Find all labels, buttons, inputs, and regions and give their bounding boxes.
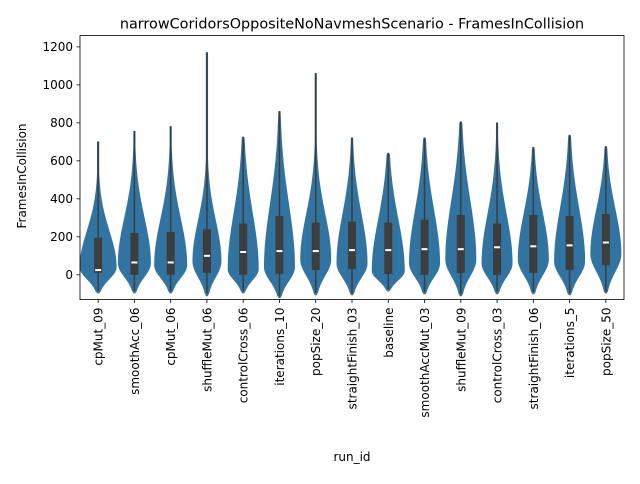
chart-title: narrowCoridorsOppositeNoNavmeshScenario … xyxy=(120,17,584,33)
x-tick-label: shuffleMut_09 xyxy=(454,308,468,392)
violin-median xyxy=(494,246,501,249)
violin-iqr-box xyxy=(202,229,211,273)
violin-iqr-box xyxy=(565,215,574,271)
y-tick-label: 1200 xyxy=(42,40,73,54)
x-tick-label: cpMut_06 xyxy=(164,308,178,366)
violin-iqr-box xyxy=(456,214,465,273)
x-tick-label: popSize_20 xyxy=(309,308,323,376)
y-axis-ticks: 0 200 400 600 800 1000 1200 xyxy=(42,40,80,282)
violin-median xyxy=(349,249,355,252)
plot-frame xyxy=(79,35,625,300)
x-tick-label: shuffleMut_06 xyxy=(200,308,214,392)
violin-iqr-box xyxy=(493,223,502,275)
violin-iqr-box xyxy=(311,222,320,271)
x-tick-label: iterations_5 xyxy=(563,308,577,379)
violin-iqr-box xyxy=(239,223,248,275)
violin-iqr-box xyxy=(384,222,393,274)
violin-median xyxy=(566,244,573,247)
violin-median xyxy=(312,250,319,253)
x-tick-label: smoothAccMut_03 xyxy=(418,308,432,418)
x-tick-label: smoothAcc_06 xyxy=(128,308,142,395)
y-axis-title: FramesInCollision xyxy=(15,123,29,228)
x-axis-ticks: cpMut_09 smoothAcc_06 cpMut_06 shuffleMut_0… xyxy=(92,299,613,418)
x-axis-title: run_id xyxy=(333,450,370,464)
violin-iqr-box xyxy=(601,214,610,266)
x-tick-label: controlCross_06 xyxy=(237,308,251,404)
y-tick-label: 200 xyxy=(50,230,73,244)
violin-median xyxy=(457,248,464,251)
x-tick-label: straightFinish_06 xyxy=(527,308,541,410)
violin-iqr-box xyxy=(420,219,429,275)
violin-median xyxy=(95,269,102,272)
y-tick-label: 800 xyxy=(50,116,73,130)
x-tick-label: straightFinish_03 xyxy=(346,308,360,410)
x-tick-label: iterations_10 xyxy=(273,308,287,386)
violin-iqr-box xyxy=(94,237,103,273)
violin-median xyxy=(167,261,174,264)
violin-median xyxy=(240,251,247,254)
violin-iqr-box xyxy=(130,233,139,275)
violin-median xyxy=(203,254,210,257)
violin-iqr-box xyxy=(529,214,538,273)
y-tick-label: 400 xyxy=(50,192,73,206)
x-tick-label: cpMut_09 xyxy=(92,308,106,366)
violin-median xyxy=(131,261,138,264)
violin-median xyxy=(276,250,283,253)
violin-median xyxy=(421,248,428,251)
y-tick-label: 0 xyxy=(65,268,73,282)
violin-iqr-box xyxy=(348,221,356,270)
violins-group xyxy=(79,52,622,299)
violin-median xyxy=(602,241,609,244)
y-tick-label: 600 xyxy=(50,154,73,168)
violin-median xyxy=(385,249,392,252)
x-tick-label: controlCross_03 xyxy=(491,307,505,403)
y-tick-label: 1000 xyxy=(42,78,73,92)
x-tick-label: baseline xyxy=(382,308,396,358)
violin-median xyxy=(530,245,537,248)
violin-iqr-box xyxy=(275,215,284,274)
violin-iqr-box xyxy=(166,232,175,275)
x-tick-label: popSize_50 xyxy=(599,308,613,376)
